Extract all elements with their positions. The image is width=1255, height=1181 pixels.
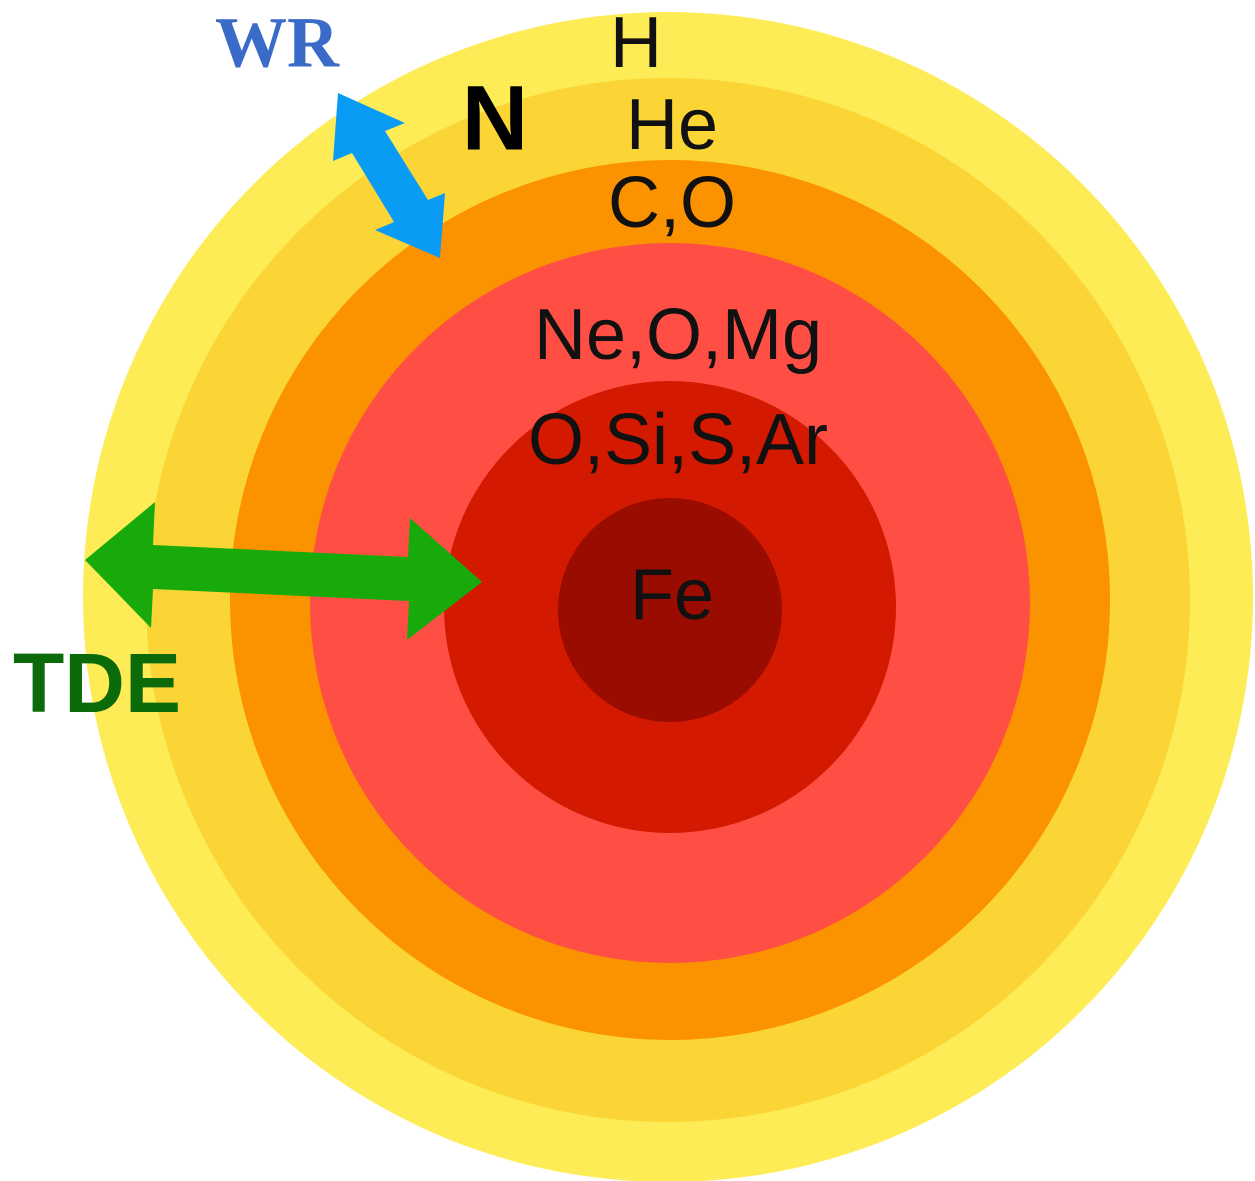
n-label: N — [462, 67, 528, 169]
wr-label: WR — [215, 3, 340, 83]
layer-label: C,O — [608, 163, 736, 243]
layer-label: Fe — [630, 555, 714, 635]
layer-label: H — [610, 3, 662, 83]
layer-label: O,Si,S,Ar — [528, 400, 828, 480]
star-diagram: H He C,O Ne,O,Mg O,Si,S,Ar Fe N WR TDE — [0, 0, 1255, 1181]
layer-label: Ne,O,Mg — [534, 295, 822, 375]
layer-label: He — [626, 85, 718, 165]
tde-label: TDE — [13, 636, 181, 730]
